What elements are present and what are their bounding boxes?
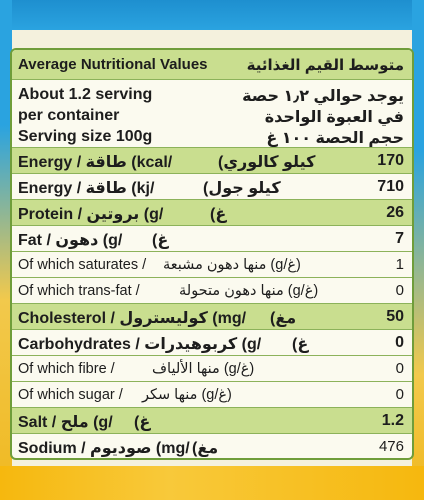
- package-yellow-band: [0, 466, 424, 500]
- nutrient-value: 0: [395, 282, 404, 299]
- nutrient-value: 0: [395, 360, 404, 377]
- nutrient-name: Fat / دهون (g/: [18, 232, 123, 249]
- nutrient-value: 7: [395, 230, 404, 247]
- nutrient-name: Of which sugar /: [18, 387, 123, 403]
- nutrition-header: Average Nutritional Values متوسط القيم ا…: [12, 50, 412, 80]
- nutrient-name: Of which saturates /: [18, 257, 147, 273]
- nutrient-value: 476: [378, 438, 404, 455]
- servings-line-1: About 1.2 serving: [18, 86, 153, 103]
- nutrient-name-arabic: غ): [210, 206, 227, 223]
- nutrient-value: 170: [377, 152, 404, 169]
- nutrient-row: Salt / ملح (g/غ) 1.2: [12, 408, 412, 434]
- nutrient-name-arabic: (غ/g) منها سكر: [142, 387, 232, 403]
- nutrient-name-arabic: (غ/g) منها الألياف: [152, 361, 255, 377]
- nutrient-name: Protein / بروتين (g/: [18, 206, 164, 223]
- package-blue-band: [0, 0, 424, 30]
- nutrient-name: Carbohydrates / كربوهيدرات (g/: [18, 336, 262, 353]
- nutrient-name-arabic: غ): [292, 336, 309, 353]
- serving-size: Serving size 100g: [18, 128, 153, 145]
- package-left-edge: [0, 0, 12, 500]
- nutrient-value: 710: [377, 178, 404, 195]
- nutrient-value: 1.2: [381, 412, 404, 429]
- nutrient-name: Of which trans-fat /: [18, 283, 140, 299]
- nutrient-row: Fat / دهون (g/غ) 7: [12, 226, 412, 252]
- nutrient-name: Salt / ملح (g/: [18, 414, 113, 431]
- nutrient-name-arabic: كيلو جول): [203, 180, 281, 197]
- serving-size-arabic: حجم الحصة ١٠٠ غ: [266, 130, 404, 147]
- nutrient-name: Energy / طاقة (kcal/: [18, 154, 173, 171]
- nutrient-name-arabic: غ): [134, 414, 151, 431]
- nutrient-name-arabic: كيلو كالوري): [218, 154, 316, 171]
- nutrient-row: Energy / طاقة (kcal/كيلو كالوري) 170: [12, 148, 412, 174]
- nutrient-row: Energy / طاقة (kj/كيلو جول) 710: [12, 174, 412, 200]
- nutrient-row: Cholesterol / كوليسترول (mg/مغ) 50: [12, 304, 412, 330]
- nutrient-row: Of which fibre / (غ/g) منها الألياف 0: [12, 356, 412, 382]
- servings-line-2-arabic: في العبوة الواحدة: [264, 109, 404, 126]
- servings-line-2: per container: [18, 107, 120, 124]
- nutrient-row: Of which trans-fat / (غ/g) منها دهون متحو…: [12, 278, 412, 304]
- nutrient-row: Protein / بروتين (g/غ) 26: [12, 200, 412, 226]
- nutrient-name-arabic: مغ): [192, 440, 219, 457]
- nutrient-value: 26: [386, 204, 404, 221]
- nutrient-value: 0: [395, 334, 404, 351]
- nutrient-name-arabic: غ): [152, 232, 169, 249]
- nutrient-value: 50: [386, 308, 404, 325]
- nutrient-row: Of which saturates / (غ/g) منها دهون مشبع…: [12, 252, 412, 278]
- nutrition-label: Average Nutritional Values متوسط القيم ا…: [10, 48, 414, 460]
- serving-info: About 1.2 serving يوجد حوالي ١٫٢ حصة per…: [12, 80, 412, 148]
- nutrient-row: Carbohydrates / كربوهيدرات (g/غ) 0: [12, 330, 412, 356]
- package-right-edge: [412, 0, 424, 500]
- servings-line-1-arabic: يوجد حوالي ١٫٢ حصة: [242, 88, 404, 105]
- nutrient-name: Cholesterol / كوليسترول (mg/: [18, 310, 247, 327]
- nutrient-value: 1: [395, 256, 404, 273]
- header-english: Average Nutritional Values: [18, 56, 208, 73]
- nutrient-name: Of which fibre /: [18, 361, 115, 377]
- nutrient-row: Of which sugar / (غ/g) منها سكر 0: [12, 382, 412, 408]
- nutrient-name: Energy / طاقة (kj/: [18, 180, 155, 197]
- nutrient-name-arabic: (غ/g) منها دهون متحولة: [179, 283, 319, 299]
- nutrient-name-arabic: مغ): [270, 310, 297, 327]
- nutrient-name: Sodium / صوديوم (mg/: [18, 440, 190, 457]
- nutrient-row: Sodium / صوديوم (mg/مغ) 476: [12, 434, 412, 458]
- nutrient-name-arabic: (غ/g) منها دهون مشبعة: [163, 257, 301, 273]
- nutrient-value: 0: [395, 386, 404, 403]
- header-arabic: متوسط القيم الغذائية: [246, 57, 404, 74]
